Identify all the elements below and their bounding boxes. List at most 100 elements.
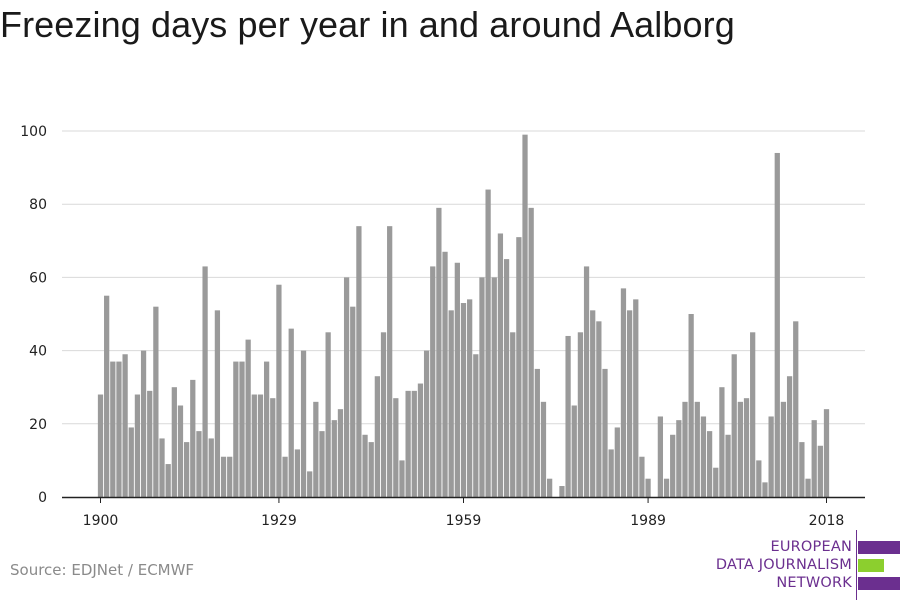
bar-1993 (670, 434, 676, 497)
bar-1900 (97, 394, 104, 497)
logo-stripe-purple-top (858, 541, 900, 554)
bar-1906 (134, 394, 141, 497)
chart-title: Freezing days per year in and around Aal… (0, 4, 735, 45)
bars (97, 134, 830, 498)
bar-1937 (325, 332, 331, 497)
bar-1917 (202, 266, 208, 497)
bar-2001 (719, 387, 725, 497)
logo-stripe-green (858, 559, 884, 572)
bar-1972 (540, 401, 547, 497)
bar-1979 (583, 266, 590, 497)
bar-1999 (706, 431, 713, 497)
bar-1923 (239, 361, 245, 497)
bar-1996 (688, 314, 694, 497)
bar-1986 (626, 310, 633, 497)
bar-1910 (159, 438, 165, 497)
bar-1925 (251, 394, 257, 497)
bar-1973 (547, 478, 553, 497)
bar-1902 (110, 361, 116, 497)
bar-1938 (331, 420, 337, 497)
bar-1931 (288, 328, 294, 497)
bar-1945 (374, 376, 380, 497)
axes: 0 20 40 60 80 100 1900 1929 1959 1989 2018 (20, 124, 865, 529)
bar-1977 (571, 405, 577, 497)
y-tick-label: 20 (29, 417, 47, 433)
bar-1933 (300, 350, 307, 497)
bar-1928 (270, 398, 276, 497)
bar-1956 (442, 251, 448, 497)
bar-1953 (423, 350, 430, 497)
bar-1988 (639, 456, 645, 497)
bar-2015 (805, 478, 811, 497)
bar-1992 (663, 478, 670, 497)
bar-1975 (559, 486, 565, 497)
bar-1966 (503, 259, 510, 497)
bar-1962 (479, 277, 485, 497)
y-tick-label: 60 (29, 270, 47, 286)
bar-1952 (417, 383, 424, 497)
y-tick-label: 40 (29, 344, 47, 360)
bar-1969 (522, 134, 528, 497)
bar-1983 (608, 449, 614, 497)
bar-2017 (817, 445, 823, 497)
bar-2002 (725, 434, 731, 497)
bar-2007 (756, 460, 762, 497)
bar-1901 (104, 295, 110, 497)
x-tick-label: 1989 (630, 513, 666, 529)
bar-1919 (214, 310, 221, 497)
bar-2003 (731, 354, 737, 497)
bar-1958 (454, 262, 460, 497)
bar-1950 (405, 390, 411, 497)
bar-1926 (257, 394, 264, 497)
bar-1904 (122, 354, 128, 497)
bar-1932 (294, 449, 301, 497)
bar-2013 (793, 321, 799, 497)
logo-line-network: NETWORK (776, 575, 852, 591)
bar-1927 (263, 361, 270, 497)
bar-1960 (467, 299, 473, 497)
x-tick-label: 2018 (809, 513, 845, 529)
bar-1935 (313, 401, 319, 497)
bar-2006 (750, 332, 756, 497)
bar-1911 (165, 464, 171, 497)
bar-1912 (171, 387, 177, 497)
bar-1957 (448, 310, 454, 497)
bar-1922 (233, 361, 239, 497)
bar-1936 (319, 431, 325, 497)
bar-1954 (430, 266, 436, 497)
bar-1942 (356, 226, 362, 497)
bar-2016 (811, 420, 817, 497)
bar-1998 (700, 416, 707, 497)
bar-1980 (590, 310, 596, 497)
bar-2005 (743, 398, 750, 497)
bar-2018 (823, 409, 830, 497)
y-tick-label: 0 (38, 490, 47, 506)
y-tick-label: 80 (29, 197, 47, 213)
bar-1920 (220, 456, 227, 497)
bar-1985 (620, 288, 627, 497)
bar-1914 (184, 442, 190, 497)
bar-2004 (737, 401, 743, 497)
bar-1978 (577, 332, 584, 497)
bar-1982 (602, 368, 608, 497)
bar-2010 (774, 152, 780, 497)
bar-1909 (153, 306, 159, 497)
bar-1916 (196, 431, 202, 497)
bar-1984 (614, 427, 620, 497)
bar-1951 (411, 390, 417, 497)
bar-2009 (768, 416, 774, 497)
bar-1965 (497, 233, 504, 498)
bar-1908 (147, 390, 153, 497)
bar-1946 (380, 332, 387, 497)
bar-2008 (762, 482, 768, 497)
bar-1959 (460, 303, 467, 497)
bar-2014 (799, 442, 805, 497)
bar-1930 (282, 456, 288, 497)
bar-1944 (368, 442, 374, 497)
edjnet-logo: EUROPEAN DATA JOURNALISM NETWORK (700, 530, 900, 600)
logo-line-data-journalism: DATA JOURNALISM (715, 557, 852, 573)
logo-divider (856, 530, 857, 600)
bar-1987 (633, 299, 639, 497)
bar-1955 (436, 207, 442, 498)
bar-1948 (393, 398, 399, 497)
